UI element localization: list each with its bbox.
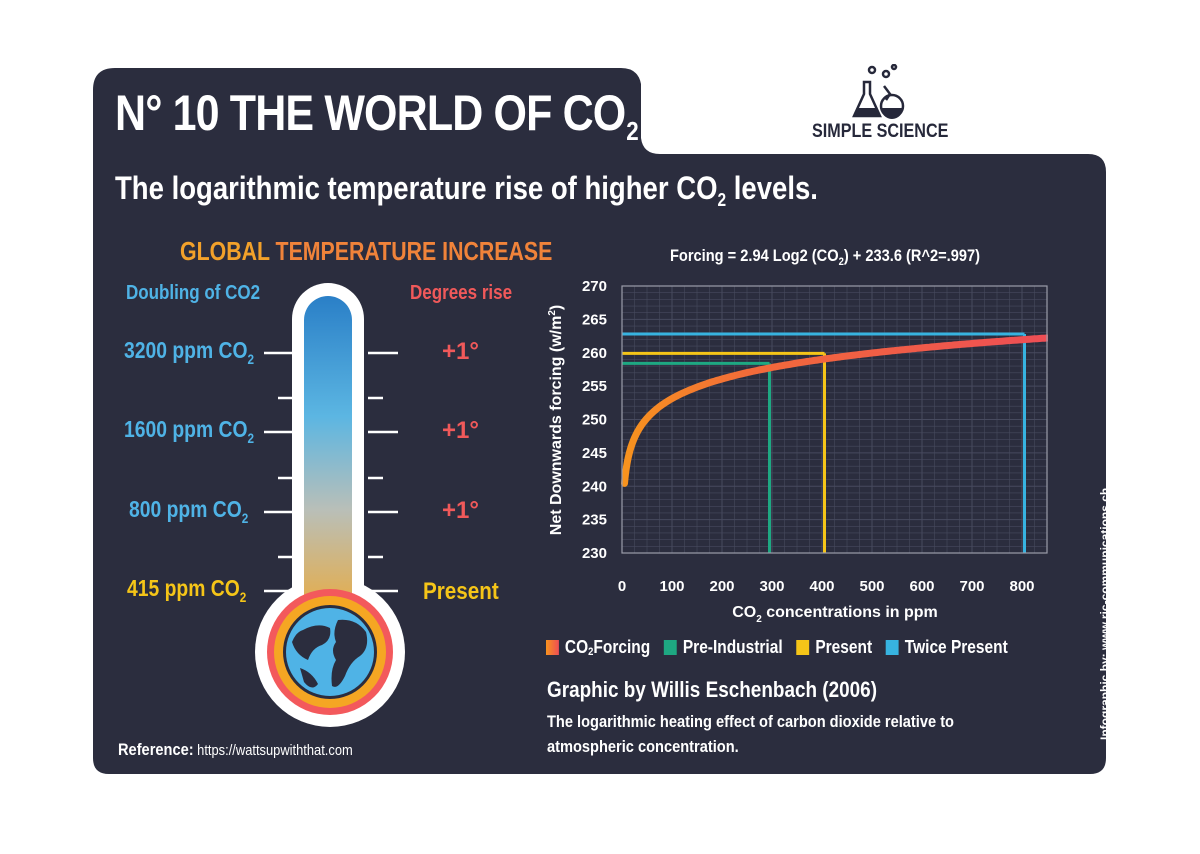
thermometer bbox=[255, 283, 405, 727]
rise-3200-label: +1° bbox=[442, 338, 479, 365]
y-axis-title: Net Downwards forcing (w/m2) bbox=[547, 305, 565, 535]
rise-800-label: +1° bbox=[442, 497, 479, 524]
y-tick-label: 255 bbox=[582, 378, 607, 395]
thermometer-title: GLOBAL TEMPERATURE INCREASE bbox=[180, 236, 553, 266]
x-tick-label: 0 bbox=[618, 578, 626, 595]
y-tick-label: 270 bbox=[582, 278, 607, 295]
y-tick-label: 230 bbox=[582, 545, 607, 562]
rise-present-label: Present bbox=[423, 578, 499, 605]
globe-icon bbox=[286, 608, 374, 696]
side-credit: Infographic by: www.ric-communications.c… bbox=[1098, 487, 1112, 740]
x-tick-label: 700 bbox=[959, 578, 984, 595]
legend-item-present: Present bbox=[796, 637, 872, 658]
co2-forcing-curve bbox=[621, 334, 1048, 487]
x-tick-label: 300 bbox=[759, 578, 784, 595]
forcing-chart: 0 100 200 300 400 500 600 700 800 230 235 240 245 250… bbox=[547, 278, 1048, 625]
chart-legend: CO 2 Forcing Pre-Industrial Present Twice… bbox=[546, 637, 1022, 658]
reference: Reference: https://wattsupwiththat.com bbox=[118, 740, 353, 759]
legend-item-twice-present: Twice Present bbox=[885, 637, 1008, 658]
y-tick-label: 235 bbox=[582, 512, 607, 529]
graphic-credit: Graphic by Willis Eschenbach (2006) bbox=[547, 677, 877, 702]
brand-name: SIMPLE SCIENCE bbox=[812, 121, 949, 142]
level-415-label: 415 ppm CO2 bbox=[127, 575, 247, 605]
y-tick-label: 265 bbox=[582, 311, 607, 328]
y-tick-label: 245 bbox=[582, 445, 607, 462]
y-tick-label: 240 bbox=[582, 478, 607, 495]
x-tick-label: 100 bbox=[659, 578, 684, 595]
rise-1600-label: +1° bbox=[442, 417, 479, 444]
x-tick-label: 800 bbox=[1009, 578, 1034, 595]
page-subtitle: The logarithmic temperature rise of high… bbox=[115, 170, 818, 210]
legend-item-co2-forcing: CO 2 Forcing bbox=[546, 637, 650, 658]
y-tick-label: 260 bbox=[582, 345, 607, 362]
plot-frame bbox=[621, 285, 1048, 554]
x-tick-label: 200 bbox=[709, 578, 734, 595]
chart-caption: The logarithmic heating effect of carbon… bbox=[547, 712, 954, 756]
flask-logo-icon bbox=[852, 64, 905, 119]
page-title: N° 10 THE WORLD OF CO2 bbox=[115, 85, 639, 146]
x-axis-title: CO2 concentrations in ppm bbox=[732, 604, 938, 625]
degrees-header: Degrees rise bbox=[410, 282, 513, 304]
x-tick-label: 500 bbox=[859, 578, 884, 595]
x-tick-label: 400 bbox=[809, 578, 834, 595]
legend-item-pre-industrial: Pre-Industrial bbox=[663, 637, 783, 658]
level-1600-label: 1600 ppm CO2 bbox=[124, 416, 255, 446]
level-3200-label: 3200 ppm CO2 bbox=[124, 337, 255, 367]
x-tick-label: 600 bbox=[909, 578, 934, 595]
doubling-header: Doubling of CO2 bbox=[126, 282, 261, 304]
y-tick-label: 250 bbox=[582, 412, 607, 429]
level-800-label: 800 ppm CO2 bbox=[129, 496, 249, 526]
chart-title: Forcing = 2.94 Log2 (CO2) + 233.6 (R^2=.… bbox=[670, 246, 980, 268]
